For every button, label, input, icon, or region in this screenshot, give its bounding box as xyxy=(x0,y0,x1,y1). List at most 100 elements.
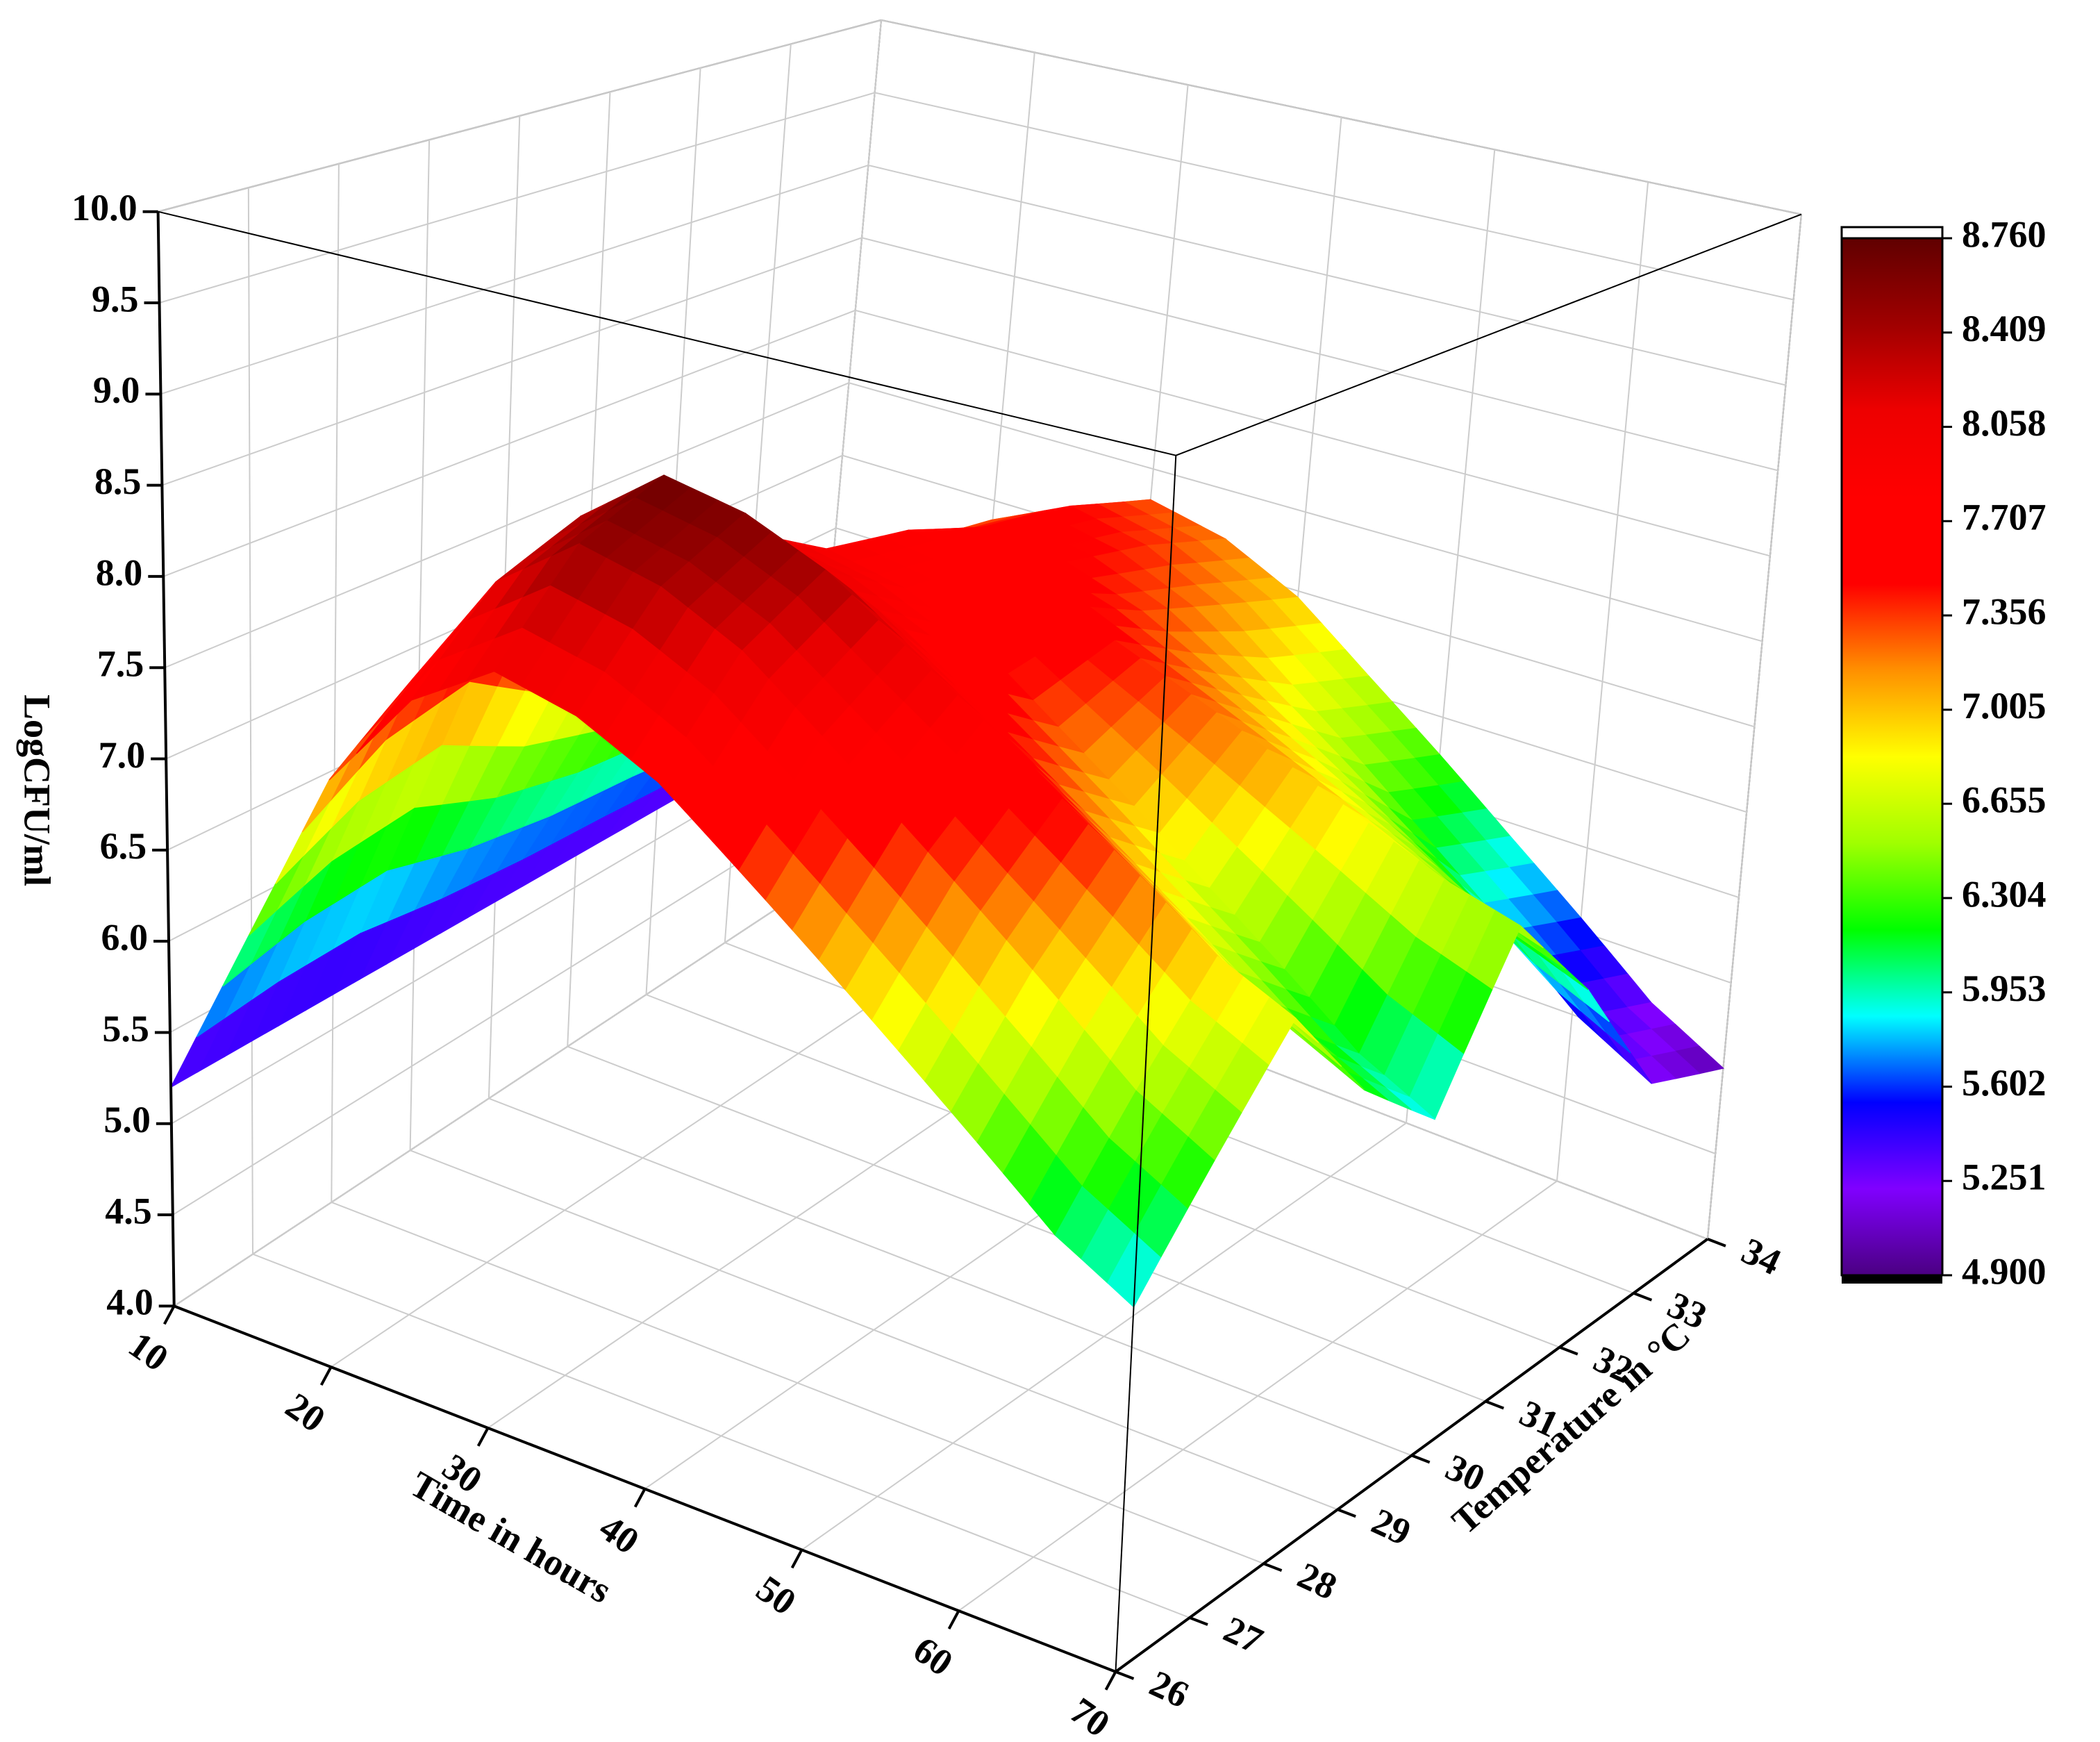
grid-line xyxy=(645,67,1560,1348)
x-tick xyxy=(162,1305,176,1325)
surface-patch xyxy=(1107,1233,1162,1308)
grid-line xyxy=(331,163,1264,1565)
surface-cell xyxy=(1054,1090,1215,1308)
colorbar-tick-label: 4.900 xyxy=(1962,1250,2047,1292)
box-edge xyxy=(1115,455,1177,1672)
x-tick xyxy=(319,1366,333,1386)
y-tick xyxy=(1115,1670,1135,1680)
colorbar-top xyxy=(1840,226,1944,240)
grid-line xyxy=(488,115,1412,1457)
x-tick-label: 20 xyxy=(278,1384,333,1440)
surface-cell xyxy=(976,999,1138,1236)
z-tick-label: 8.5 xyxy=(94,461,142,502)
y-tick xyxy=(1559,1345,1578,1356)
surface-cell xyxy=(328,581,497,781)
x-tick-label: 10 xyxy=(122,1324,176,1379)
colorbar-tick-label: 7.707 xyxy=(1962,497,2047,538)
y-tick-label: 28 xyxy=(1292,1554,1343,1607)
colorbar-tick-label: 5.953 xyxy=(1962,968,2047,1009)
surface-cell xyxy=(1512,936,1652,1084)
grid-line xyxy=(724,44,1634,1294)
x-tick xyxy=(1104,1670,1117,1691)
surface-cell xyxy=(1215,673,1365,766)
surface-cell xyxy=(979,798,1141,1002)
surface-cell xyxy=(1435,836,1582,932)
grid-line xyxy=(567,92,1486,1402)
z-tick-label: 6.5 xyxy=(100,825,147,867)
surface-cell xyxy=(1144,538,1299,606)
colorbar-tick-label: 8.760 xyxy=(1962,213,2047,255)
colorbar-tick-label: 8.058 xyxy=(1962,402,2047,444)
surface-cell xyxy=(1219,597,1370,686)
z-tick-label: 4.0 xyxy=(106,1281,153,1323)
z-tick-label: 5.0 xyxy=(103,1099,151,1140)
x-tick xyxy=(633,1488,647,1508)
surface-cell xyxy=(1209,767,1369,971)
surface-cell xyxy=(251,806,416,1043)
surface-cell xyxy=(901,720,1063,913)
y-tick-label: 29 xyxy=(1365,1500,1417,1554)
z-tick-label: 9.5 xyxy=(92,278,139,320)
y-tick-label: 34 xyxy=(1735,1229,1787,1283)
grid-line xyxy=(247,188,1190,1618)
y-tick xyxy=(1633,1291,1653,1302)
y-tick-label: 26 xyxy=(1144,1662,1195,1716)
z-tick-label: 10.0 xyxy=(72,187,138,229)
y-tick xyxy=(1410,1454,1431,1464)
y-axis-title: Temperature in °C xyxy=(1444,1313,1698,1542)
surface-cell xyxy=(658,649,823,872)
surface-cell xyxy=(331,796,497,996)
z-tick-label: 6.0 xyxy=(101,917,149,959)
z-tick-label: 8.0 xyxy=(96,551,143,593)
colorbar xyxy=(1840,237,1944,1277)
surface-cell xyxy=(169,860,332,1089)
colorbar-tick-label: 8.409 xyxy=(1962,308,2047,349)
surface-cell xyxy=(818,822,981,1052)
surface-cell xyxy=(1290,738,1437,849)
surface-cell xyxy=(901,629,1060,729)
surface-cell xyxy=(824,529,988,590)
surface-cell xyxy=(1069,499,1227,547)
x-tick xyxy=(476,1427,490,1447)
x-tick-label: 40 xyxy=(592,1507,647,1562)
surface-cell xyxy=(412,771,580,950)
surface-cell xyxy=(1292,767,1440,870)
surface-cell xyxy=(1216,712,1366,804)
surface-cell xyxy=(824,570,983,649)
surface-cell xyxy=(898,911,1060,1144)
box-edge xyxy=(1175,213,1802,456)
z-tick-label: 9.0 xyxy=(93,370,140,411)
colorbar-tick-label: 5.251 xyxy=(1962,1156,2047,1198)
surface-cell xyxy=(1135,956,1297,1162)
z-tick-label: 7.5 xyxy=(97,643,144,685)
colorbar-tick-label: 7.005 xyxy=(1962,685,2047,727)
x-tick xyxy=(947,1610,960,1630)
x-axis-title: Time in hours xyxy=(403,1463,619,1611)
surface-cell xyxy=(493,543,662,717)
surface-cell xyxy=(821,645,985,824)
colorbar-bottom xyxy=(1842,1275,1942,1284)
grid-line xyxy=(409,140,1338,1511)
y-tick xyxy=(1337,1508,1356,1518)
colorbar-tick-label: 7.356 xyxy=(1962,590,2047,632)
z-tick-label: 7.0 xyxy=(99,734,146,776)
surface-cell xyxy=(825,570,982,707)
colorbar-tick-label: 5.602 xyxy=(1962,1062,2047,1104)
y-tick xyxy=(1262,1562,1283,1572)
surface-cell xyxy=(1358,879,1522,1120)
x-tick xyxy=(790,1549,803,1569)
surface-cell xyxy=(981,604,1142,729)
surface-cell xyxy=(908,526,1067,563)
x-tick-label: 60 xyxy=(906,1628,960,1684)
surface-cell xyxy=(578,474,747,588)
z-tick-label: 4.5 xyxy=(105,1190,152,1231)
y-tick-label: 27 xyxy=(1217,1608,1269,1661)
y-tick xyxy=(1485,1400,1504,1410)
grid-line xyxy=(160,164,1786,395)
x-tick-label: 50 xyxy=(749,1568,803,1623)
y-tick xyxy=(1707,1238,1726,1247)
x-tick-label: 70 xyxy=(1062,1689,1117,1742)
grid-line xyxy=(162,237,1778,486)
